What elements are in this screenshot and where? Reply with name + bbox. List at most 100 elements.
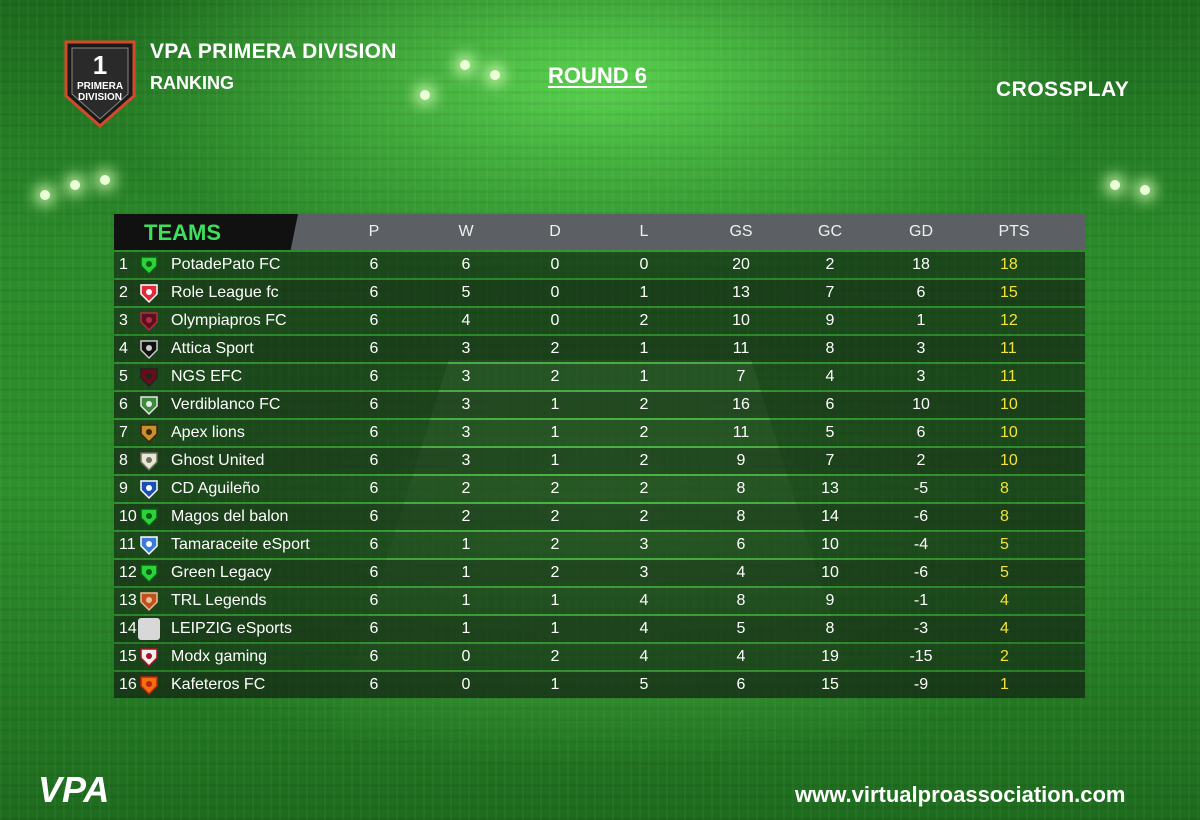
cell-p: 6 — [369, 536, 379, 553]
cell-pts: 4 — [1000, 620, 1009, 637]
league-badge: 1 PRIMERA DIVISION — [62, 38, 138, 130]
cell-pts: 2 — [1000, 648, 1009, 665]
teams-header: TEAMS — [144, 220, 221, 245]
team-name: Apex lions — [171, 424, 245, 441]
cell-d: 0 — [550, 284, 560, 301]
team-name: Olympiapros FC — [171, 312, 287, 329]
row-position: 1 — [119, 256, 128, 273]
cell-gc: 6 — [825, 396, 835, 413]
platform-label: CROSSPLAY — [996, 78, 1130, 101]
cell-w: 6 — [461, 256, 471, 273]
cell-l: 2 — [639, 480, 649, 497]
cell-l: 1 — [639, 368, 649, 385]
table-row: 1 PotadePato FC 6 6 0 0 20 2 18 18 — [114, 252, 1085, 278]
cell-gd: 6 — [916, 424, 926, 441]
row-position: 14 — [119, 620, 137, 637]
cell-d: 2 — [550, 340, 560, 357]
cell-gs: 11 — [732, 424, 750, 441]
cell-pts: 10 — [1000, 424, 1018, 441]
cell-w: 3 — [461, 424, 471, 441]
row-position: 13 — [119, 592, 137, 609]
cell-p: 6 — [369, 256, 379, 273]
cell-pts: 5 — [1000, 564, 1009, 581]
floodlight — [1110, 180, 1120, 190]
cell-pts: 12 — [1000, 312, 1018, 329]
cell-gs: 10 — [732, 312, 750, 329]
cell-w: 3 — [461, 340, 471, 357]
cell-p: 6 — [369, 284, 379, 301]
red-black-crest-icon — [138, 646, 160, 668]
row-position: 6 — [119, 396, 128, 413]
column-header-d: D — [549, 223, 561, 240]
green-shield-icon — [138, 562, 160, 584]
website-link[interactable]: www.virtualproassociation.com — [795, 782, 1126, 807]
cell-gd: -5 — [913, 480, 929, 497]
cell-l: 3 — [639, 564, 649, 581]
team-name: CD Aguileño — [171, 480, 260, 497]
cell-w: 2 — [461, 508, 471, 525]
cell-gc: 8 — [825, 620, 835, 637]
table-row: 16 Kafeteros FC 6 0 1 5 6 15 -9 1 — [114, 672, 1085, 698]
cell-d: 1 — [550, 592, 560, 609]
row-position: 5 — [119, 368, 128, 385]
cell-gc: 9 — [825, 592, 835, 609]
table-row: 2 Role League fc 6 5 0 1 13 7 6 15 — [114, 280, 1085, 306]
black-shield-icon — [138, 338, 160, 360]
cell-gd: -6 — [913, 564, 929, 581]
blue-eagle-crest-icon — [138, 478, 160, 500]
cell-p: 6 — [369, 508, 379, 525]
cell-pts: 18 — [1000, 256, 1018, 273]
badge-line1: PRIMERA — [77, 81, 123, 92]
cell-l: 1 — [639, 340, 649, 357]
cell-gd: 10 — [912, 396, 930, 413]
blue-wing-crest-icon — [138, 534, 160, 556]
row-position: 15 — [119, 648, 137, 665]
cell-p: 6 — [369, 676, 379, 693]
orange-shield-icon — [138, 590, 160, 612]
lion-crest-icon — [138, 422, 160, 444]
cell-gd: 18 — [912, 256, 930, 273]
dark-red-shield-icon — [138, 366, 160, 388]
table-row: 15 Modx gaming 6 0 2 4 4 19 -15 2 — [114, 644, 1085, 670]
vpa-logo-text: VPA — [38, 770, 109, 808]
row-position: 12 — [119, 564, 137, 581]
cell-l: 1 — [639, 284, 649, 301]
floodlight — [70, 180, 80, 190]
column-header-pts: PTS — [998, 223, 1030, 240]
table-row: 5 NGS EFC 6 3 2 1 7 4 3 11 — [114, 364, 1085, 390]
ghost-crest-icon — [138, 450, 160, 472]
team-name: Verdiblanco FC — [171, 396, 281, 413]
cell-w: 3 — [461, 452, 471, 469]
badge-number: 1 — [93, 50, 107, 80]
cell-gc: 4 — [825, 368, 835, 385]
cell-d: 2 — [550, 648, 560, 665]
table-row: 8 Ghost United 6 3 1 2 9 7 2 10 — [114, 448, 1085, 474]
cell-pts: 11 — [1000, 340, 1017, 357]
cell-gc: 5 — [825, 424, 835, 441]
cell-pts: 8 — [1000, 508, 1009, 525]
floodlight — [460, 60, 470, 70]
team-name: Green Legacy — [171, 564, 272, 581]
row-position: 4 — [119, 340, 128, 357]
cell-p: 6 — [369, 312, 379, 329]
team-name: LEIPZIG eSports — [171, 620, 292, 637]
cell-pts: 4 — [1000, 592, 1009, 609]
cell-d: 1 — [550, 676, 560, 693]
cell-gd: -4 — [913, 536, 929, 553]
row-position: 9 — [119, 480, 128, 497]
team-name: PotadePato FC — [171, 256, 281, 273]
table-row: 11 Tamaraceite eSport 6 1 2 3 6 10 -4 5 — [114, 532, 1085, 558]
cell-gc: 8 — [825, 340, 835, 357]
cell-l: 5 — [639, 676, 649, 693]
cell-gs: 13 — [732, 284, 750, 301]
cell-gs: 8 — [736, 508, 746, 525]
cell-w: 3 — [461, 396, 471, 413]
cell-gs: 4 — [736, 648, 746, 665]
vpa-logo: VPA — [36, 769, 136, 810]
cell-gd: -1 — [913, 592, 929, 609]
cell-d: 1 — [550, 452, 560, 469]
cell-w: 1 — [461, 564, 471, 581]
cell-p: 6 — [369, 340, 379, 357]
cell-gd: 3 — [916, 368, 926, 385]
cell-l: 2 — [639, 424, 649, 441]
